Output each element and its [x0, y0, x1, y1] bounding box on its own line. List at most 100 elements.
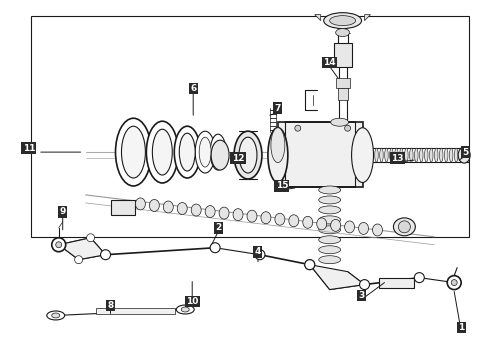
Ellipse shape [52, 313, 60, 318]
Ellipse shape [330, 15, 356, 26]
Text: 1: 1 [458, 323, 465, 332]
Polygon shape [59, 238, 105, 260]
Circle shape [305, 260, 315, 270]
Text: 5: 5 [462, 148, 468, 157]
Ellipse shape [365, 148, 368, 162]
Ellipse shape [331, 219, 341, 231]
Ellipse shape [370, 148, 373, 162]
Text: 15: 15 [275, 181, 288, 190]
Ellipse shape [303, 216, 313, 228]
Ellipse shape [430, 148, 433, 162]
Ellipse shape [289, 215, 299, 227]
Polygon shape [315, 15, 321, 21]
Ellipse shape [318, 236, 341, 244]
Bar [31, 15, 469, 237]
Ellipse shape [149, 199, 159, 211]
Ellipse shape [460, 148, 463, 162]
Ellipse shape [318, 256, 341, 264]
Circle shape [87, 234, 95, 242]
Bar [334, 42, 352, 67]
Circle shape [56, 242, 62, 248]
Polygon shape [365, 15, 370, 21]
Circle shape [344, 125, 350, 131]
Ellipse shape [152, 129, 172, 175]
Circle shape [415, 273, 424, 283]
Ellipse shape [318, 206, 341, 214]
Ellipse shape [331, 118, 348, 126]
Ellipse shape [449, 148, 453, 162]
Ellipse shape [181, 307, 189, 312]
Ellipse shape [318, 196, 341, 204]
Text: 8: 8 [107, 301, 114, 310]
Text: 10: 10 [186, 297, 198, 306]
Circle shape [255, 250, 265, 260]
Ellipse shape [211, 140, 229, 170]
Text: 13: 13 [391, 154, 404, 163]
Ellipse shape [435, 148, 438, 162]
Ellipse shape [219, 207, 229, 219]
Text: 2: 2 [215, 223, 221, 232]
Ellipse shape [405, 148, 408, 162]
Ellipse shape [385, 148, 388, 162]
Ellipse shape [47, 311, 65, 320]
Ellipse shape [239, 137, 257, 173]
Ellipse shape [454, 148, 458, 162]
Ellipse shape [176, 305, 194, 314]
Ellipse shape [324, 13, 362, 28]
Ellipse shape [318, 226, 341, 234]
Bar [379, 278, 415, 288]
Text: 14: 14 [323, 58, 336, 67]
Ellipse shape [410, 148, 413, 162]
Ellipse shape [271, 128, 285, 163]
Ellipse shape [247, 210, 257, 222]
Ellipse shape [424, 148, 428, 162]
Ellipse shape [261, 212, 271, 224]
Ellipse shape [179, 133, 195, 171]
Ellipse shape [318, 246, 341, 254]
Circle shape [360, 280, 369, 289]
Ellipse shape [317, 218, 327, 230]
Ellipse shape [336, 28, 349, 37]
Polygon shape [310, 265, 365, 289]
Ellipse shape [135, 198, 146, 210]
Circle shape [100, 250, 111, 260]
Ellipse shape [390, 148, 393, 162]
Ellipse shape [419, 148, 423, 162]
Text: 3: 3 [358, 291, 365, 300]
Circle shape [447, 276, 461, 289]
Ellipse shape [177, 203, 187, 215]
Ellipse shape [380, 148, 383, 162]
Ellipse shape [163, 201, 173, 213]
Ellipse shape [375, 148, 378, 162]
Text: 7: 7 [275, 104, 281, 113]
Circle shape [295, 125, 301, 131]
Text: 6: 6 [190, 84, 196, 93]
Circle shape [398, 221, 410, 233]
Ellipse shape [116, 118, 151, 186]
Ellipse shape [233, 209, 243, 221]
Circle shape [305, 260, 315, 270]
Ellipse shape [147, 121, 178, 183]
Bar [278, 122, 363, 187]
Bar [336, 78, 349, 88]
Ellipse shape [195, 131, 215, 173]
Bar [96, 307, 175, 315]
Ellipse shape [210, 134, 226, 170]
Ellipse shape [372, 224, 383, 236]
Circle shape [52, 238, 66, 252]
Ellipse shape [352, 128, 373, 183]
Text: 4: 4 [255, 247, 261, 256]
Circle shape [210, 243, 220, 253]
Ellipse shape [174, 126, 200, 178]
Ellipse shape [318, 186, 341, 194]
Ellipse shape [415, 148, 418, 162]
Ellipse shape [359, 222, 368, 234]
Ellipse shape [191, 204, 201, 216]
Ellipse shape [344, 221, 355, 233]
Ellipse shape [394, 148, 398, 162]
Circle shape [451, 280, 457, 285]
Ellipse shape [400, 148, 403, 162]
Ellipse shape [205, 206, 215, 217]
Ellipse shape [318, 216, 341, 224]
Text: 11: 11 [23, 144, 35, 153]
